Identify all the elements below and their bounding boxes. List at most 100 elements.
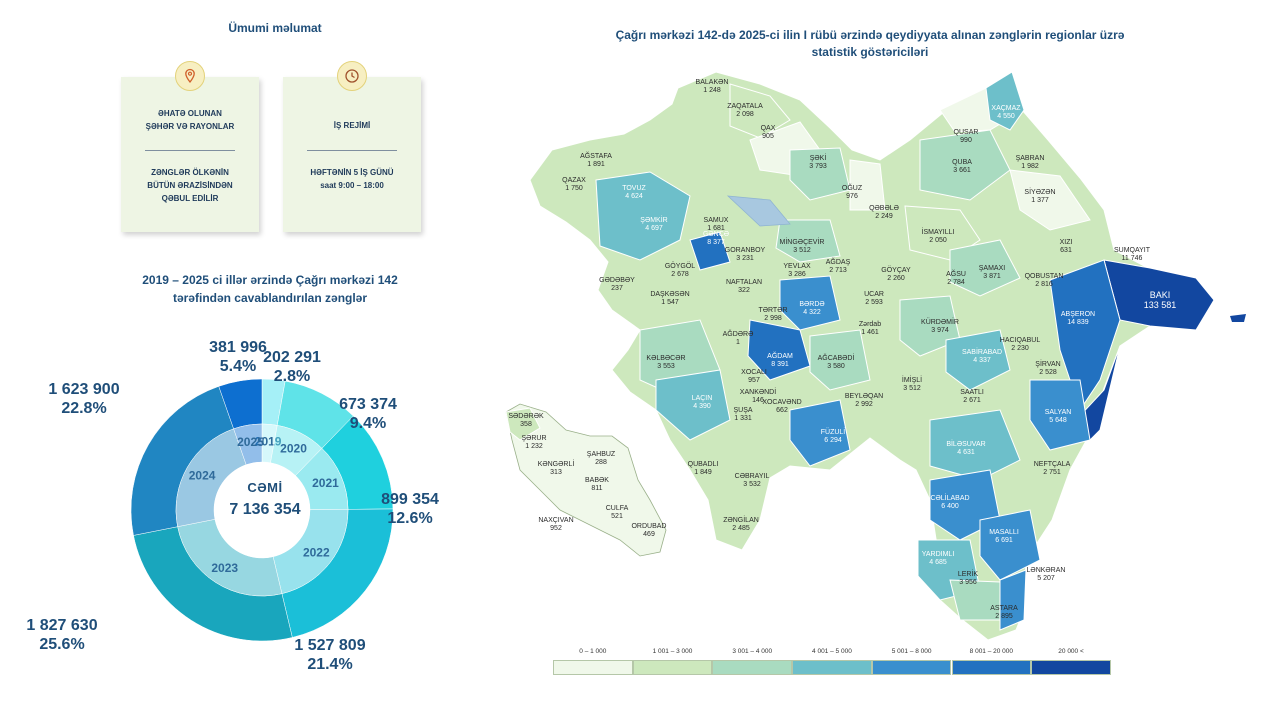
map-region-label: YARDIMLI 4 685 — [922, 551, 955, 566]
region-mingecevir — [775, 219, 841, 263]
region-name: ZƏNGİLAN — [723, 515, 759, 524]
region-name: Zərdab — [859, 321, 881, 328]
region-value: 469 — [643, 531, 655, 538]
region-name: LAÇIN — [692, 395, 713, 402]
donut-percent: 5.4% — [219, 358, 257, 375]
region-name: ŞİRVAN — [1035, 359, 1060, 368]
region-baki — [1103, 259, 1215, 331]
map-region-label: ŞUŞA 1 331 — [733, 407, 752, 422]
donut-year-label: 2020 — [280, 442, 307, 456]
region-name: QƏBƏLƏ — [869, 205, 899, 212]
region-agdam — [747, 319, 811, 381]
region-name: NAFTALAN — [726, 279, 762, 286]
map-region-label: AĞSTAFA 1 891 — [580, 151, 612, 168]
map-region-label: UCAR 2 593 — [864, 291, 884, 306]
region-sabirabad — [945, 329, 1011, 391]
region-value: 3 231 — [736, 255, 754, 262]
map-region-label: YEVLAX 3 286 — [783, 263, 811, 278]
region-value: 4 390 — [693, 403, 711, 410]
map-region-label: BEYLƏQAN 2 992 — [845, 393, 883, 408]
region-gence — [689, 231, 731, 271]
map-region-label: MASALLI 6 691 — [989, 529, 1019, 544]
region-name: OĞUZ — [842, 183, 863, 192]
region-agcabedi — [809, 329, 871, 391]
region-name: YARDIMLI — [922, 551, 955, 558]
azerbaijan-map: BALAKƏN 1 248 ZAQATALA 2 098 QAX 905 ŞƏKİ 3 793… — [505, 71, 1246, 641]
map-region-label: OĞUZ 976 — [842, 183, 863, 200]
region-value: 3 871 — [983, 273, 1001, 280]
region-name: FÜZULİ — [821, 427, 846, 436]
schedule-days: HƏFTƏNİN 5 İŞ GÜNÜ — [310, 168, 394, 177]
map-region-label: FÜZULİ 6 294 — [821, 427, 846, 444]
map-region-label: MİNGƏÇEVİR 3 512 — [780, 237, 825, 254]
region-name: CULFA — [606, 505, 629, 512]
map-region-label: SUMQAYIT 11 746 — [1114, 247, 1151, 262]
map-region-label: QUBA 3 661 — [952, 159, 972, 174]
map-region-label: ORDUBAD 469 — [631, 523, 666, 538]
map-region-label: AĞDAM 8 391 — [767, 351, 793, 368]
region-salyan — [1029, 379, 1091, 451]
legend-swatch — [1031, 660, 1111, 675]
donut-chart-title: 2019 – 2025 ci illər ərzində Çağrı mərkə… — [90, 271, 450, 307]
region-value: 3 974 — [931, 327, 949, 334]
region-value: 4 322 — [803, 309, 821, 316]
region-name: MİNGƏÇEVİR — [780, 237, 825, 246]
donut-percent: 25.6% — [39, 636, 85, 653]
legend-label: 4 001 – 5 000 — [812, 648, 852, 655]
map-region-label: ŞƏRUR 1 232 — [521, 435, 546, 450]
region-value: 2 050 — [929, 237, 947, 244]
region-value: 2 260 — [887, 275, 905, 282]
region-name: ZAQATALA — [727, 103, 763, 110]
region-value: 4 685 — [929, 559, 947, 566]
region-name: LERİK — [958, 569, 979, 578]
region-name: İSMAYILLI — [922, 227, 955, 236]
map-title: Çağrı mərkəzi 142-də 2025-ci ilin I rübü… — [560, 27, 1180, 61]
legend-label: 0 – 1 000 — [579, 648, 607, 655]
donut-center-label: CƏMİ — [247, 480, 283, 495]
region-kurdemir — [899, 295, 961, 357]
map-region-label: CULFA 521 — [606, 505, 629, 520]
region-name: GÖYÇAY — [881, 266, 911, 274]
map-region-label: XIZI 631 — [1060, 239, 1073, 254]
legend-item: 20 000 < — [1031, 646, 1111, 676]
map-region-label: SAATLI 2 671 — [960, 389, 984, 404]
map-region-label: LƏNKƏRAN 5 207 — [1027, 567, 1066, 582]
region-value: 2 485 — [732, 525, 750, 532]
region-value: 1 331 — [734, 415, 752, 422]
region-name: ŞƏKİ — [810, 153, 827, 162]
donut-value-label-2024: 1 623 900 22.8% — [34, 380, 134, 418]
donut-value-label-2019: 202 291 2.8% — [242, 348, 342, 386]
coverage-line-1: ƏHATƏ OLUNAN — [158, 109, 222, 118]
region-name: XIZI — [1060, 239, 1073, 246]
map-region-label: ZƏNGİLAN 2 485 — [723, 515, 759, 532]
region-value: 146 — [752, 397, 764, 404]
legend-item: 1 001 – 3 000 — [632, 646, 713, 676]
region-value: 6 691 — [995, 537, 1013, 544]
region-name: ŞƏMKİR — [640, 215, 667, 224]
map-region-label: XOCALI 957 — [741, 369, 767, 384]
region-value: 322 — [738, 287, 750, 294]
legend-label: 3 001 – 4 000 — [732, 648, 773, 655]
region-name: ŞAHBUZ — [587, 451, 616, 458]
region-value: 662 — [776, 407, 788, 414]
region-name: ORDUBAD — [631, 523, 666, 530]
legend-swatch — [951, 660, 1032, 675]
map-region-label: HACIQABUL 2 230 — [1000, 337, 1041, 352]
region-name: ŞUŞA — [733, 407, 752, 414]
region-name: UCAR — [864, 291, 884, 298]
map-region-label: LAÇIN 4 390 — [692, 395, 713, 410]
region-value: 2 593 — [865, 299, 883, 306]
region-value: 11 746 — [1122, 255, 1143, 262]
region-value: 952 — [550, 525, 562, 532]
region-value: 521 — [611, 513, 623, 520]
map-title-line-2: statistik göstəriciləri — [811, 45, 929, 59]
region-name: SUMQAYIT — [1114, 247, 1151, 254]
donut-percent: 22.8% — [61, 400, 107, 417]
donut-percent: 21.4% — [307, 656, 353, 673]
map-region-label: Zərdab 1 461 — [859, 321, 881, 336]
region-value: 1 248 — [703, 87, 721, 94]
region-seki — [789, 147, 851, 201]
map-legend: 0 – 1 000 1 001 – 3 000 3 001 – 4 000 4 001… — [553, 646, 1111, 676]
map-region-label: BABƏK 811 — [585, 477, 609, 492]
map-region-label: QOBUSTAN 2 816 — [1025, 273, 1064, 288]
